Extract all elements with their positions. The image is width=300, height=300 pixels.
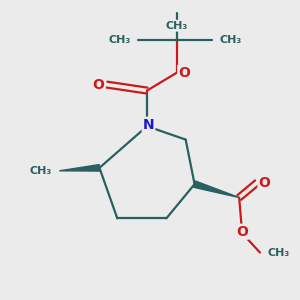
Text: O: O xyxy=(236,225,248,239)
Text: O: O xyxy=(93,78,104,92)
Polygon shape xyxy=(59,165,100,171)
Polygon shape xyxy=(194,181,239,198)
Text: O: O xyxy=(259,176,270,190)
Text: O: O xyxy=(178,66,190,80)
Text: CH₃: CH₃ xyxy=(166,21,188,31)
Text: CH₃: CH₃ xyxy=(220,35,242,45)
Text: CH₃: CH₃ xyxy=(30,166,52,176)
Text: CH₃: CH₃ xyxy=(267,248,290,257)
Text: CH₃: CH₃ xyxy=(108,35,131,45)
Text: N: N xyxy=(143,118,154,132)
